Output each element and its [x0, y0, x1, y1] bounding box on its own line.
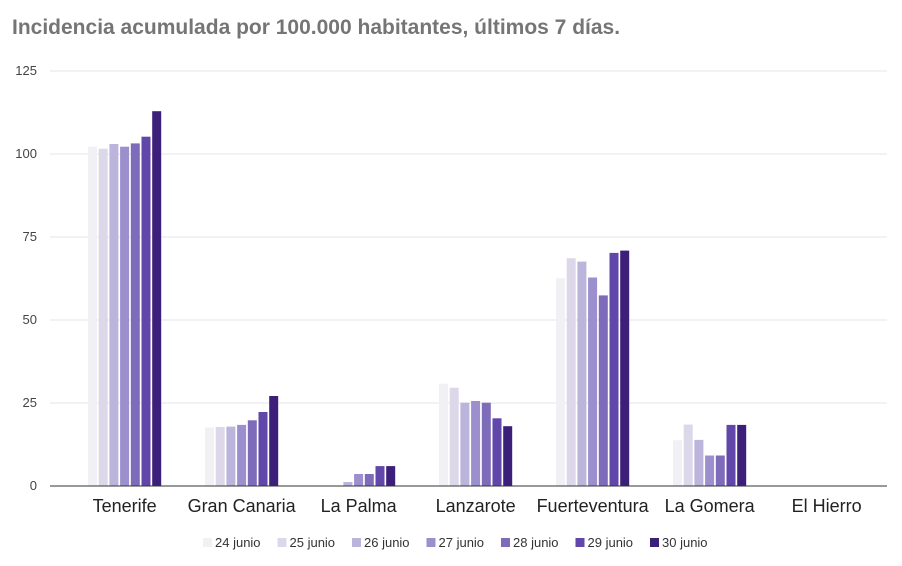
bar	[141, 136, 151, 486]
legend-swatch	[650, 538, 659, 547]
y-tick-label: 125	[15, 63, 37, 78]
legend-label: 27 junio	[439, 535, 485, 550]
bar	[620, 250, 630, 486]
y-tick-label: 75	[23, 229, 37, 244]
y-tick-label: 25	[23, 395, 37, 410]
bar	[120, 146, 130, 486]
bar	[471, 401, 481, 486]
bar	[269, 396, 279, 486]
legend-swatch	[426, 538, 436, 547]
bar	[258, 412, 268, 486]
bar	[343, 482, 353, 486]
bar	[609, 252, 619, 486]
bar	[109, 144, 119, 486]
y-tick-label: 50	[23, 312, 37, 327]
bar	[98, 148, 108, 486]
bar	[449, 387, 459, 486]
bar	[152, 111, 162, 486]
bar	[364, 474, 374, 486]
y-tick-label: 0	[30, 478, 37, 493]
chart-title: Incidencia acumulada por 100.000 habitan…	[12, 16, 621, 39]
bar	[354, 474, 364, 486]
bar	[673, 440, 682, 486]
bar	[247, 420, 257, 486]
bar	[226, 426, 236, 486]
bar	[577, 261, 587, 486]
bar	[130, 143, 140, 486]
x-tick-label: El Hierro	[792, 496, 862, 516]
bar	[460, 402, 470, 486]
bar	[566, 258, 576, 486]
bar	[439, 383, 448, 486]
bar	[375, 466, 385, 486]
bar	[503, 426, 513, 486]
legend-swatch	[352, 538, 361, 547]
legend-label: 28 junio	[513, 535, 559, 550]
legend-label: 29 junio	[588, 535, 634, 550]
x-tick-label: La Gomera	[665, 496, 756, 516]
bar	[705, 455, 715, 486]
bar	[588, 277, 598, 486]
legend-swatch	[575, 538, 585, 547]
legend-label: 26 junio	[364, 535, 410, 550]
bar	[205, 427, 214, 486]
bar	[556, 278, 565, 486]
bar	[598, 295, 608, 486]
x-tick-label: Tenerife	[93, 496, 157, 516]
legend-swatch	[501, 538, 510, 547]
legend-label: 25 junio	[290, 535, 336, 550]
bar	[683, 424, 693, 486]
x-tick-label: Lanzarote	[436, 496, 516, 516]
x-tick-label: Fuerteventura	[537, 496, 650, 516]
bar	[492, 418, 502, 486]
bar	[726, 424, 736, 486]
bar	[694, 439, 704, 486]
bar	[88, 146, 97, 486]
x-tick-label: La Palma	[321, 496, 398, 516]
y-tick-label: 100	[15, 146, 37, 161]
bar	[737, 424, 747, 486]
bar	[237, 424, 247, 486]
x-tick-label: Gran Canaria	[188, 496, 297, 516]
bar	[715, 455, 725, 486]
legend-swatch	[277, 538, 287, 547]
legend-label: 24 junio	[215, 535, 261, 550]
legend-label: 30 junio	[662, 535, 708, 550]
bar	[386, 466, 396, 486]
legend-swatch	[203, 538, 212, 547]
bar	[215, 426, 225, 486]
bar	[481, 402, 491, 486]
